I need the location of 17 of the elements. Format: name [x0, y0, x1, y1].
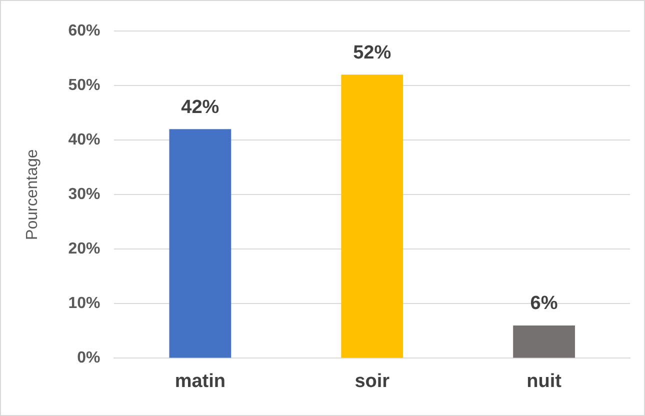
y-tick-label: 50%	[68, 76, 100, 94]
data-label: 42%	[181, 96, 220, 118]
y-tick-label: 10%	[68, 295, 100, 312]
data-label: 52%	[353, 42, 392, 64]
bar	[513, 325, 575, 358]
y-tick-label: 0%	[77, 350, 100, 367]
x-tick-label: matin	[174, 370, 226, 392]
y-tick-label: 40%	[68, 131, 100, 148]
bar	[341, 74, 404, 358]
x-tick-label: nuit	[526, 370, 562, 392]
y-axis-title: Pourcentage	[24, 149, 42, 240]
data-label: 6%	[530, 293, 558, 314]
y-tick-label: 30%	[68, 186, 100, 204]
y-tick-label: 20%	[68, 240, 100, 258]
bar	[169, 129, 232, 358]
x-tick-label: soir	[354, 370, 390, 392]
y-tick-label: 60%	[68, 22, 100, 40]
